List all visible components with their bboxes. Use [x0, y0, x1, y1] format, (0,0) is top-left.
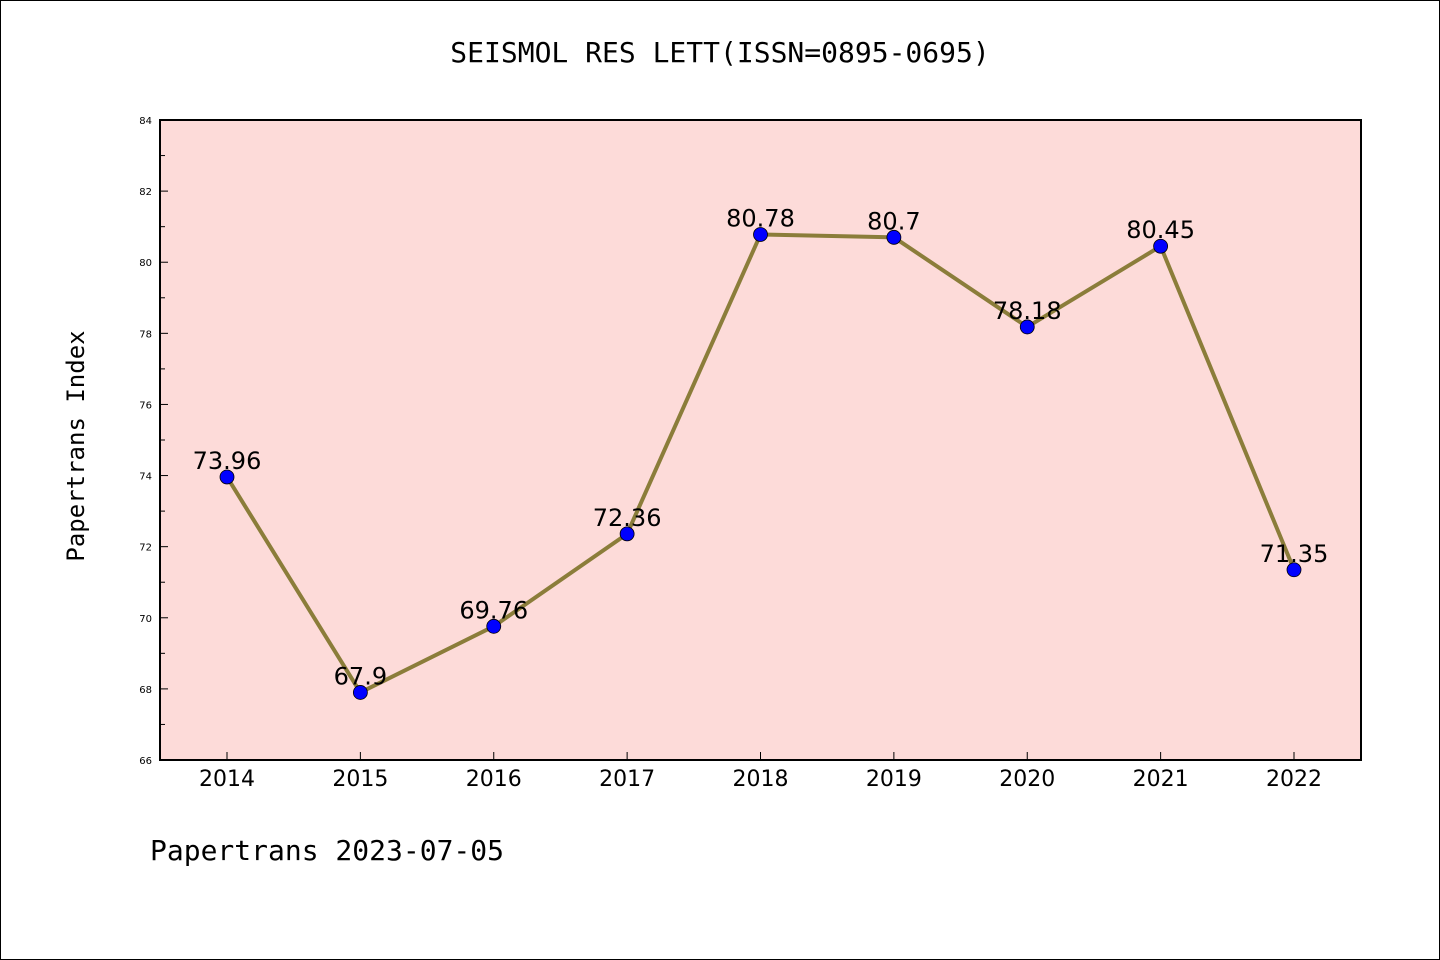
x-tick-label: 2015 [332, 767, 388, 792]
x-tick-label: 2021 [1133, 767, 1189, 792]
data-point [753, 227, 768, 242]
data-label: 78.18 [993, 297, 1062, 325]
data-label: 72.36 [593, 504, 662, 532]
data-point [886, 229, 902, 245]
y-tick-label: 68 [139, 685, 152, 696]
x-tick-label: 2019 [866, 767, 922, 792]
plot-area [160, 120, 1361, 760]
data-point [352, 685, 368, 700]
x-tick-label: 2018 [733, 767, 789, 792]
data-label: 69.76 [459, 596, 528, 624]
data-point [1019, 319, 1035, 335]
x-tick-label: 2020 [999, 767, 1055, 792]
plot-border [159, 119, 1362, 761]
x-tick-label: 2014 [199, 767, 255, 792]
y-tick-label: 78 [139, 329, 152, 340]
y-tick-label: 80 [139, 258, 152, 269]
y-tick-label: 82 [139, 187, 152, 198]
y-tick-label: 70 [139, 614, 152, 625]
footer-text: Papertrans 2023-07-05 [150, 834, 505, 867]
data-label: 71.35 [1260, 540, 1329, 568]
y-tick-label: 76 [139, 400, 152, 411]
data-point [1153, 238, 1169, 254]
y-tick-label: 74 [139, 472, 152, 483]
data-point [1286, 562, 1302, 578]
data-label: 80.78 [726, 204, 795, 232]
x-tick-label: 2022 [1266, 767, 1322, 792]
data-point [219, 469, 235, 485]
x-tick-label: 2016 [466, 767, 522, 792]
chart-title: SEISMOL RES LETT(ISSN=0895-0695) [450, 36, 990, 69]
data-point [619, 526, 635, 542]
y-tick-label: 84 [139, 116, 152, 127]
x-tick-label: 2017 [599, 767, 655, 792]
data-label: 80.45 [1126, 216, 1195, 244]
data-point [486, 618, 502, 634]
data-label: 80.7 [867, 207, 920, 235]
y-tick-label: 72 [139, 543, 152, 554]
data-label: 67.9 [334, 662, 387, 690]
data-label: 73.96 [193, 447, 262, 475]
y-tick-label: 66 [139, 756, 152, 767]
